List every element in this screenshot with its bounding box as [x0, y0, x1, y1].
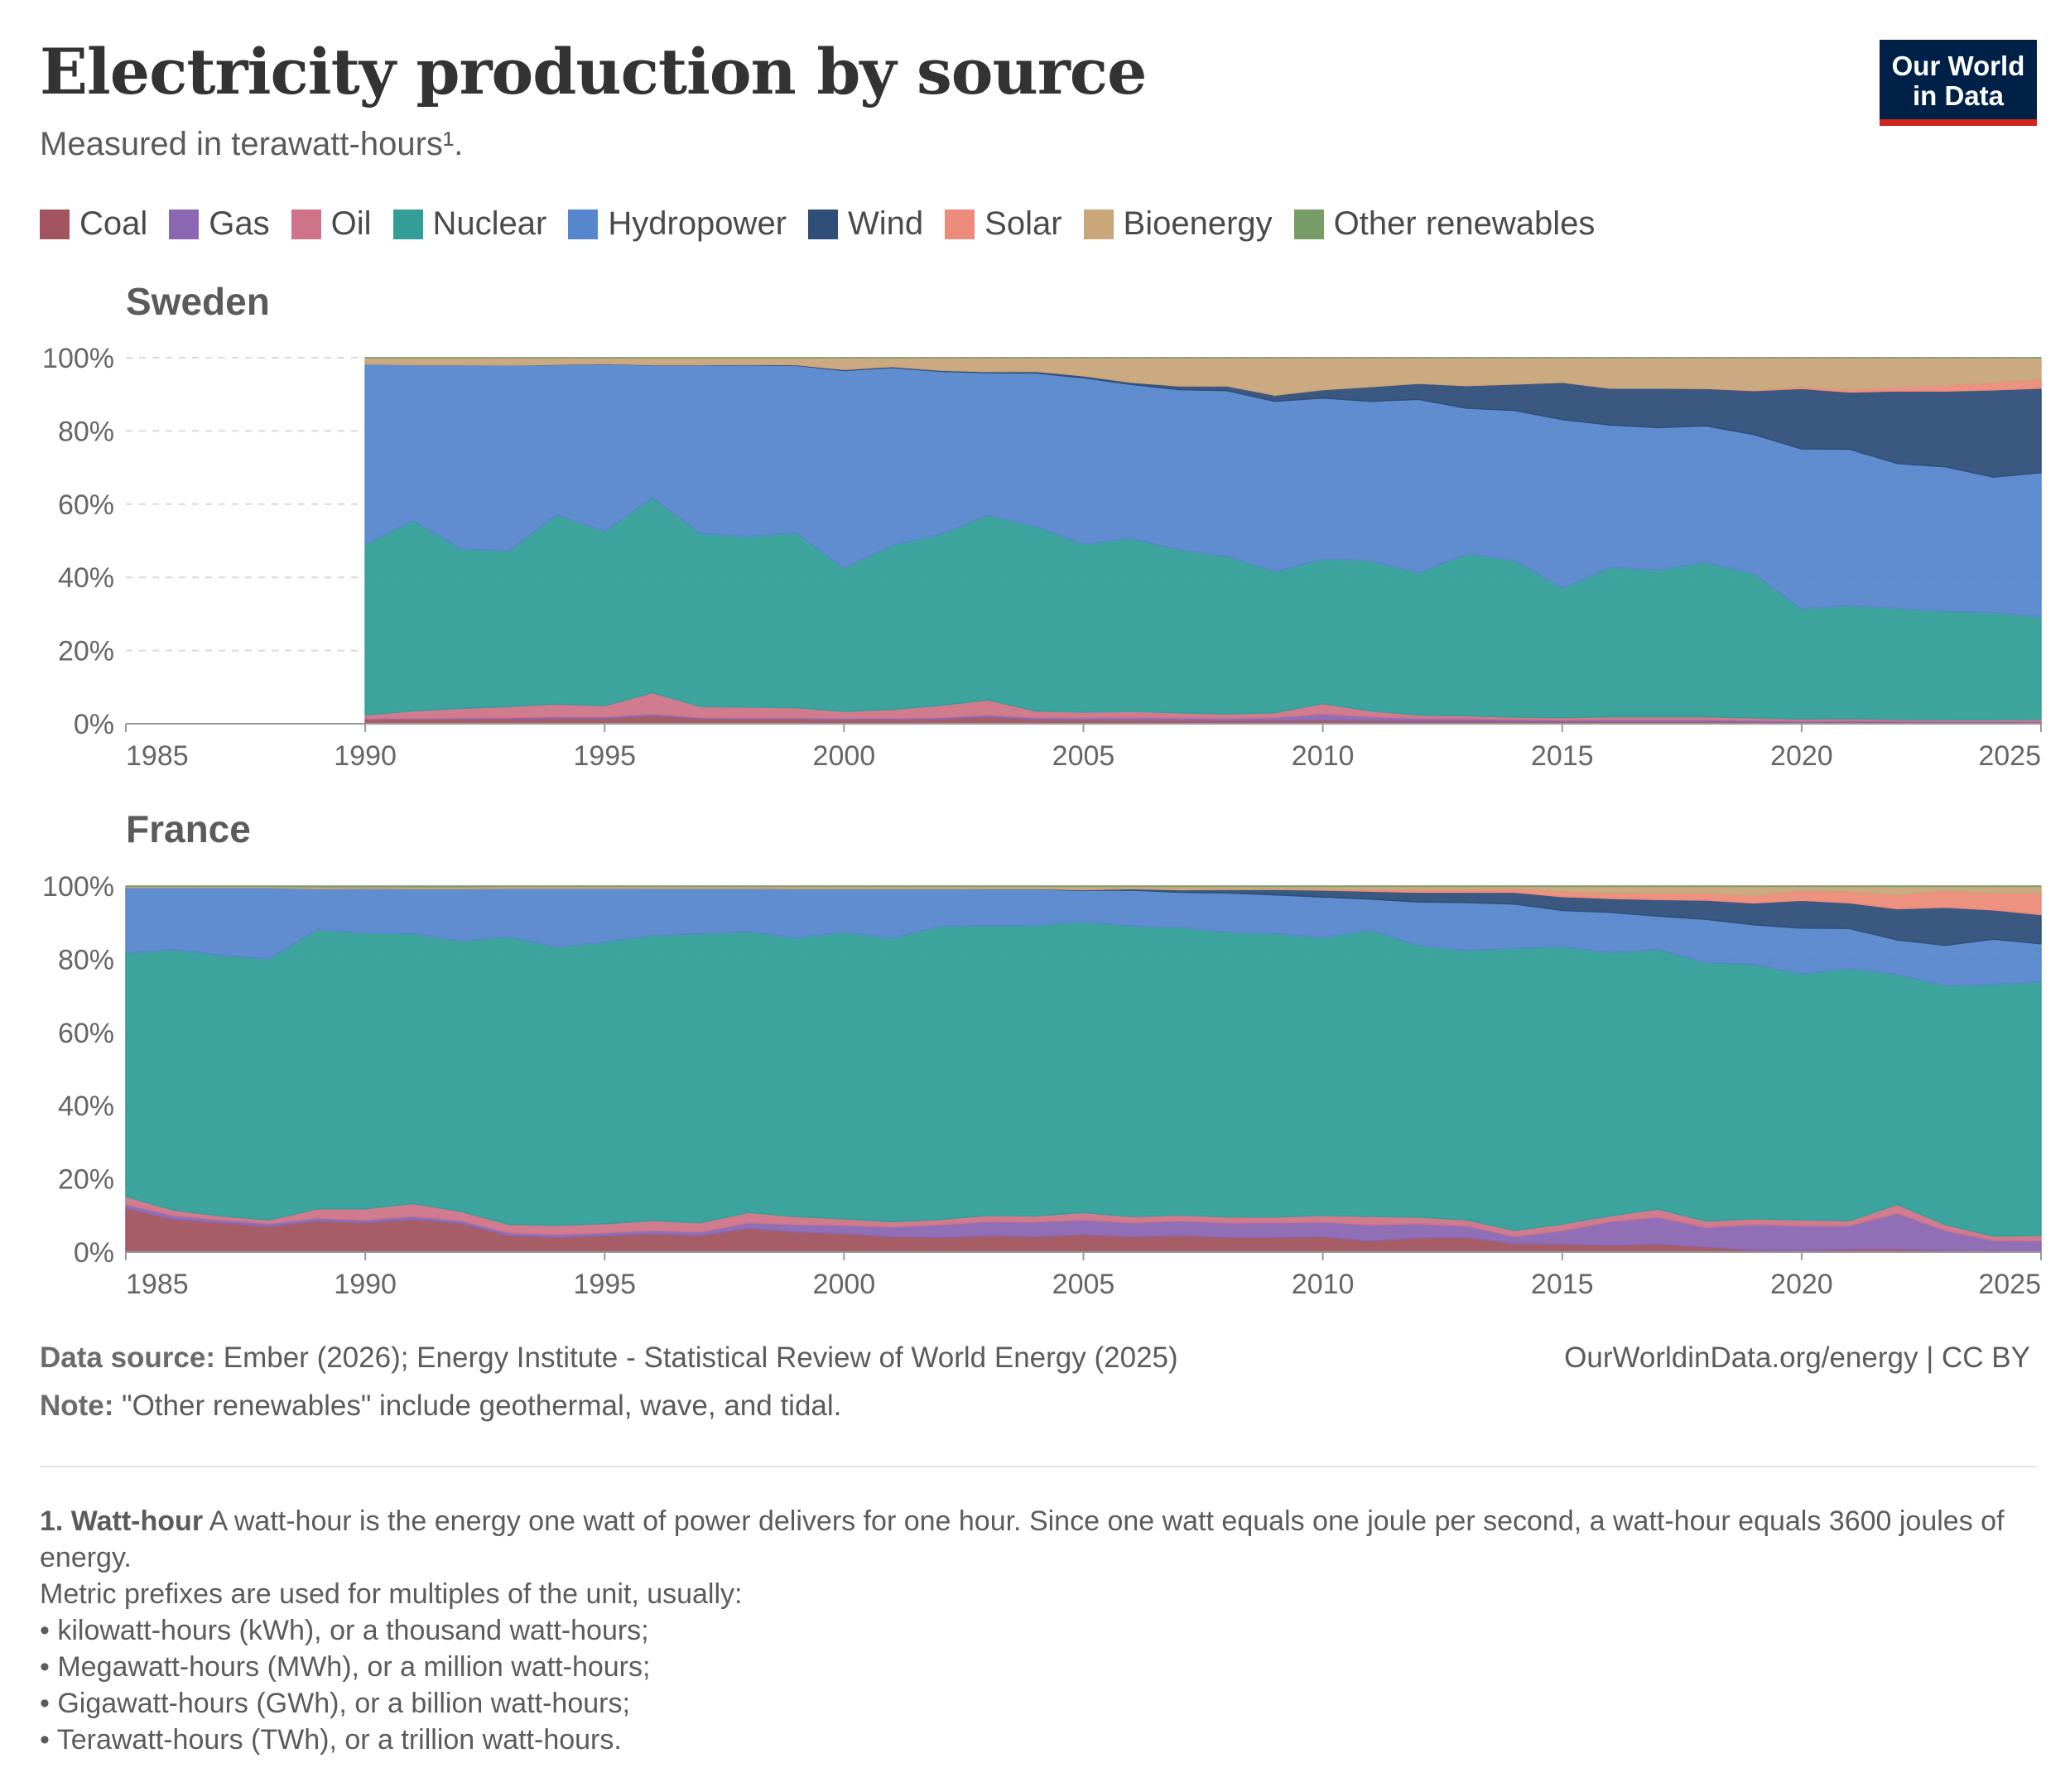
area-other-renewables[interactable] — [125, 885, 2042, 888]
legend-label: Hydropower — [608, 205, 787, 242]
data-source-text: Ember (2026); Energy Institute - Statist… — [215, 1342, 1178, 1374]
x-tick-label: 1985 — [126, 740, 189, 772]
y-tick-label: 60% — [58, 1018, 114, 1049]
legend-item-gas[interactable]: Gas — [169, 205, 270, 243]
legend-swatch — [169, 209, 200, 239]
legend-label: Other renewables — [1333, 205, 1596, 242]
legend-swatch — [40, 209, 70, 239]
data-source-label: Data source: — [40, 1342, 216, 1374]
legend-item-nuclear[interactable]: Nuclear — [392, 205, 547, 243]
data-source: Data source: Ember (2026); Energy Instit… — [40, 1342, 1178, 1390]
footnote-bullet: • kilowatt-hours (kWh), or a thousand wa… — [40, 1615, 649, 1646]
footnote: 1. Watt-hour A watt-hour is the energy o… — [40, 1503, 2010, 1758]
footnote-bullet: • Megawatt-hours (MWh), or a million wat… — [40, 1651, 651, 1683]
y-tick-label: 60% — [58, 489, 114, 521]
y-tick-label: 100% — [42, 343, 114, 374]
source-url[interactable]: OurWorldinData.org/energy | CC BY — [1564, 1342, 2030, 1374]
area-nuclear[interactable] — [125, 921, 2042, 1237]
legend-swatch — [392, 209, 423, 239]
chart-title: Sweden — [126, 280, 270, 323]
legend-swatch — [808, 209, 839, 239]
x-tick-label: 2025 — [1978, 1269, 2041, 1300]
x-tick-label: 2020 — [1770, 1269, 1833, 1300]
x-tick-label: 2015 — [1531, 1269, 1594, 1300]
x-tick-label: 2005 — [1052, 740, 1115, 772]
note-text: "Other renewables" include geothermal, w… — [113, 1390, 842, 1422]
x-tick-label: 2000 — [813, 1269, 876, 1300]
legend-item-solar[interactable]: Solar — [945, 205, 1062, 243]
legend-label: Gas — [209, 205, 270, 242]
y-tick-label: 20% — [58, 1164, 114, 1196]
footnote-bullet: • Gigawatt-hours (GWh), or a billion wat… — [40, 1688, 630, 1719]
legend-label: Nuclear — [432, 205, 547, 242]
footnote-bullet: • Terawatt-hours (TWh), or a trillion wa… — [40, 1724, 622, 1756]
x-tick-label: 2010 — [1292, 1269, 1355, 1300]
x-tick-label: 1990 — [334, 740, 397, 772]
note-label: Note: — [40, 1390, 114, 1422]
footnote-definition: 1. Watt-hour A watt-hour is the energy o… — [40, 1503, 2010, 1576]
x-tick-label: 2000 — [813, 740, 876, 772]
legend-item-hydropower[interactable]: Hydropower — [568, 205, 787, 243]
y-tick-label: 40% — [58, 562, 114, 594]
x-tick-label: 1990 — [334, 1269, 397, 1300]
legend-item-coal[interactable]: Coal — [40, 205, 147, 243]
source-block: Data source: Ember (2026); Energy Instit… — [40, 1342, 1178, 1438]
chart-title: France — [126, 807, 251, 850]
x-tick-label: 1995 — [573, 1269, 636, 1300]
legend-label: Bioenergy — [1123, 205, 1273, 242]
owid-logo[interactable]: Our World in Data — [1880, 40, 2037, 126]
charts-canvas: Sweden 0% 20% 40% 60% 80% 100% 1985 1990 1995 2000… — [42, 280, 2042, 1300]
footer-divider — [40, 1466, 2037, 1467]
chart-sweden: Sweden 0% 20% 40% 60% 80% 100% 1985 1990 1995 2000… — [42, 280, 2042, 772]
y-tick-label: 20% — [58, 636, 114, 667]
x-tick-label: 2015 — [1531, 740, 1594, 772]
logo-line-1: Our World — [1891, 51, 2025, 81]
y-tick-label: 0% — [74, 709, 114, 740]
x-tick-label: 1995 — [573, 740, 636, 772]
footnote-text: A watt-hour is the energy one watt of po… — [40, 1505, 2005, 1573]
legend-item-oil[interactable]: Oil — [291, 205, 372, 243]
legend-label: Oil — [330, 205, 372, 242]
legend: Coal Gas Oil Nuclear Hydropower Wind Solar Bioe… — [40, 205, 1616, 243]
x-tick-label: 2010 — [1292, 740, 1355, 772]
x-tick-label: 2025 — [1978, 740, 2041, 772]
x-tick-label: 2005 — [1052, 1269, 1115, 1300]
legend-swatch — [1083, 209, 1114, 239]
legend-item-bioenergy[interactable]: Bioenergy — [1083, 205, 1273, 243]
legend-label: Coal — [79, 205, 148, 242]
y-tick-label: 80% — [58, 416, 114, 447]
legend-item-other-renewables[interactable]: Other renewables — [1293, 205, 1596, 243]
footnote-prefix-intro: Metric prefixes are used for multiples o… — [40, 1578, 743, 1610]
y-tick-label: 80% — [58, 944, 114, 975]
y-tick-label: 40% — [58, 1091, 114, 1122]
footnote-label: 1. Watt-hour — [40, 1505, 204, 1537]
x-tick-label: 2020 — [1770, 740, 1833, 772]
logo-line-2: in Data — [1912, 80, 2005, 111]
legend-swatch — [1293, 209, 1324, 239]
note: Note: "Other renewables" include geother… — [40, 1390, 1178, 1438]
legend-item-wind[interactable]: Wind — [808, 205, 923, 243]
legend-swatch — [945, 209, 975, 239]
legend-swatch — [568, 209, 599, 239]
page-subtitle: Measured in terawatt-hours¹. — [40, 126, 464, 162]
y-tick-label: 0% — [74, 1237, 114, 1269]
page-title: Electricity production by source — [40, 35, 1147, 108]
legend-label: Wind — [848, 205, 924, 242]
y-tick-label: 100% — [42, 871, 114, 903]
chart-france: France 0% 20% 40% 60% 80% 100% 1985 1990 1995 2000… — [42, 807, 2042, 1300]
legend-label: Solar — [984, 205, 1062, 242]
legend-swatch — [291, 209, 321, 239]
x-tick-label: 1985 — [126, 1269, 189, 1300]
